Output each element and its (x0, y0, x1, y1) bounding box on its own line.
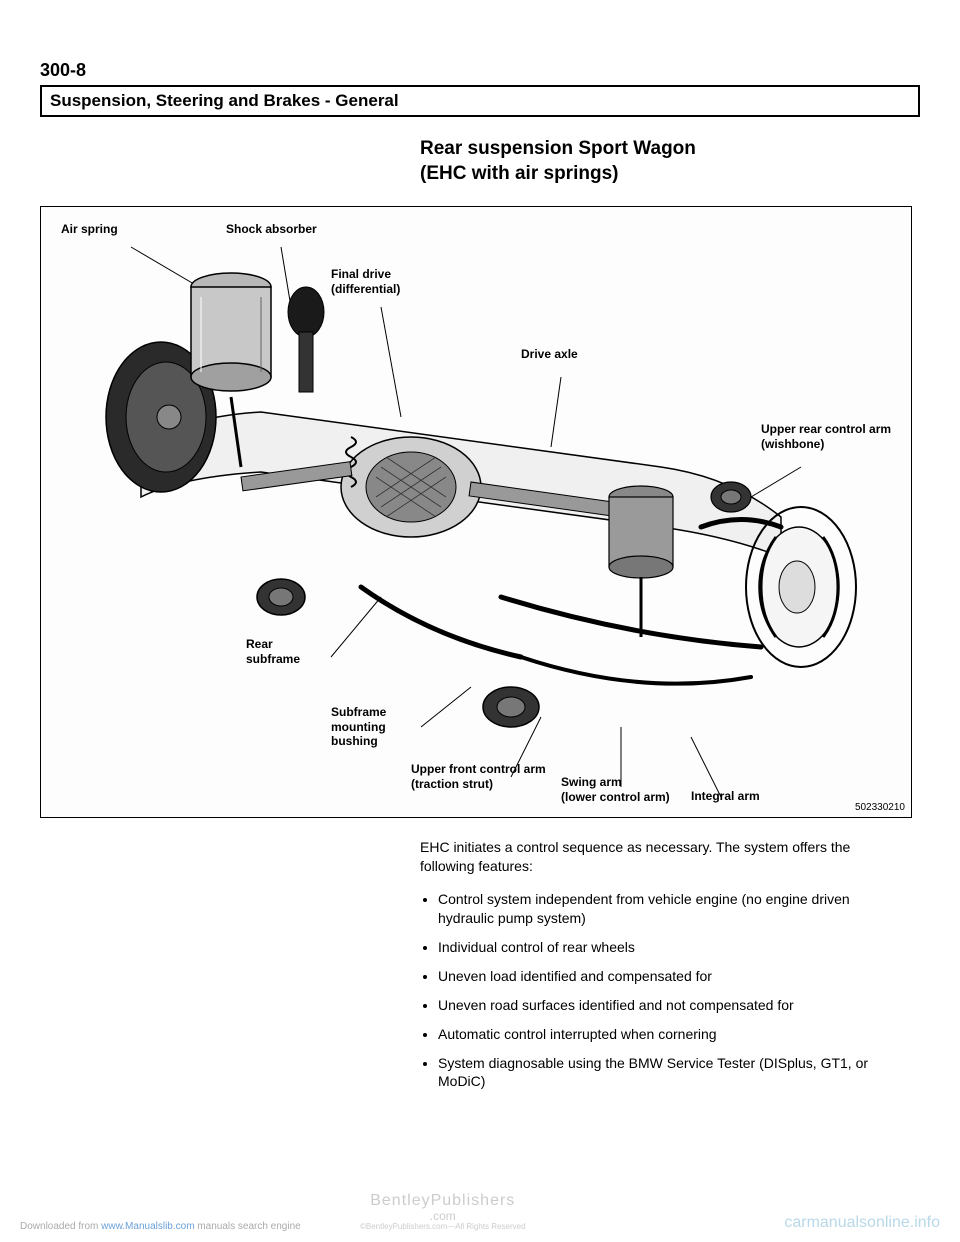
page-heading: Rear suspension Sport Wagon (EHC with ai… (420, 137, 920, 186)
footer-left-prefix: Downloaded from (20, 1221, 101, 1232)
footer-center-l3: ©BentleyPublishers.com—All Rights Reserv… (360, 1223, 526, 1232)
list-item: Uneven road surfaces identified and not … (438, 996, 900, 1015)
list-item: Uneven load identified and compensated f… (438, 967, 900, 986)
body-text: EHC initiates a control sequence as nece… (420, 838, 900, 1091)
footer-left: Downloaded from www.Manualslib.com manua… (20, 1221, 301, 1232)
heading-line2: (EHC with air springs) (420, 162, 920, 187)
list-item: System diagnosable using the BMW Service… (438, 1054, 900, 1092)
footer-link[interactable]: www.Manualslib.com (101, 1221, 194, 1232)
intro-paragraph: EHC initiates a control sequence as nece… (420, 838, 900, 876)
suspension-diagram: Air spring Shock absorber Final drive (d… (40, 206, 912, 818)
page-number: 300-8 (40, 60, 920, 81)
list-item: Individual control of rear wheels (438, 938, 900, 957)
footer-center-l1: BentleyPublishers (360, 1192, 526, 1210)
feature-list: Control system independent from vehicle … (420, 890, 900, 1091)
list-item: Automatic control interrupted when corne… (438, 1025, 900, 1044)
label-air-spring: Air spring (61, 222, 118, 236)
footer-left-suffix: manuals search engine (195, 1221, 301, 1232)
list-item: Control system independent from vehicle … (438, 890, 900, 928)
footer-right: carmanualsonline.info (784, 1214, 940, 1232)
label-shock-absorber: Shock absorber (226, 222, 317, 236)
heading-line1: Rear suspension Sport Wagon (420, 137, 920, 162)
diagram-id: 502330210 (855, 802, 905, 813)
section-title: Suspension, Steering and Brakes - Genera… (40, 85, 920, 117)
suspension-illustration (81, 237, 881, 797)
footer-center: BentleyPublishers .com ©BentleyPublisher… (360, 1192, 526, 1232)
